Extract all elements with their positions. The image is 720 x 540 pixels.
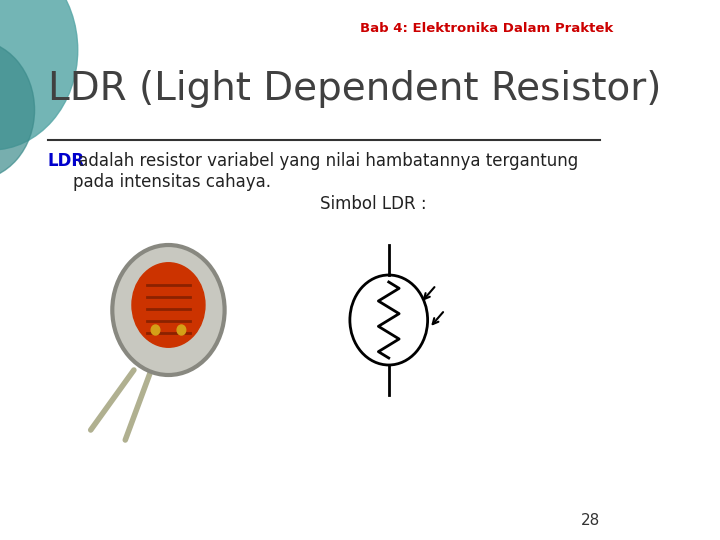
Text: LDR: LDR	[48, 152, 85, 170]
Circle shape	[132, 263, 205, 347]
Text: adalah resistor variabel yang nilai hambatannya tergantung
pada intensitas cahay: adalah resistor variabel yang nilai hamb…	[73, 152, 579, 191]
Circle shape	[0, 0, 78, 150]
Text: 28: 28	[581, 513, 600, 528]
Circle shape	[177, 325, 186, 335]
Circle shape	[112, 245, 225, 375]
Circle shape	[0, 40, 35, 180]
Text: LDR (Light Dependent Resistor): LDR (Light Dependent Resistor)	[48, 70, 661, 108]
Circle shape	[151, 325, 160, 335]
Text: Bab 4: Elektronika Dalam Praktek: Bab 4: Elektronika Dalam Praktek	[360, 22, 613, 35]
Text: Simbol LDR :: Simbol LDR :	[320, 195, 426, 213]
